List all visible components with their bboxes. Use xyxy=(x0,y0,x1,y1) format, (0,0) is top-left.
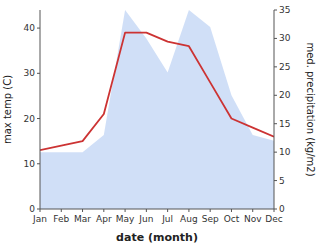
x-tick-label: Nov xyxy=(244,214,262,224)
x-tick-label: Oct xyxy=(224,214,240,224)
y-tick xyxy=(37,28,40,29)
y2-tick-label: 0 xyxy=(279,204,285,214)
data xyxy=(40,10,274,209)
y-tick-label: 10 xyxy=(24,159,36,169)
y-tick xyxy=(37,163,40,164)
chart-container: JanFebMarAprMayJunJulAugSepOctNovDec0102… xyxy=(0,0,318,247)
y-tick xyxy=(37,118,40,119)
x-tick-label: Feb xyxy=(53,214,69,224)
y2-tick-label: 20 xyxy=(279,90,291,100)
y2-tick xyxy=(274,180,277,181)
y-axis-line xyxy=(40,10,41,209)
y-tick-label: 30 xyxy=(24,68,36,78)
x-tick-label: Dec xyxy=(265,214,282,224)
x-axis-line xyxy=(40,209,274,210)
x-tick-label: May xyxy=(116,214,135,224)
x-tick-label: Jul xyxy=(161,214,173,224)
x-axis-label: date (month) xyxy=(116,231,198,244)
y2-tick-label: 30 xyxy=(279,33,291,43)
x-tick xyxy=(210,209,211,212)
y2-axis-label: med. precipitation (kg/m2) xyxy=(305,42,316,176)
x-tick xyxy=(167,209,168,212)
y2-tick xyxy=(274,123,277,124)
x-tick xyxy=(61,209,62,212)
y-tick xyxy=(37,209,40,210)
x-tick-label: Sep xyxy=(202,214,219,224)
x-tick xyxy=(252,209,253,212)
y2-tick xyxy=(274,209,277,210)
x-tick-label: Aug xyxy=(180,214,198,224)
y-tick-label: 0 xyxy=(29,204,35,214)
y2-tick xyxy=(274,152,277,153)
y2-tick-label: 10 xyxy=(279,147,291,157)
x-tick xyxy=(231,209,232,212)
y2-tick xyxy=(274,10,277,11)
y2-axis-line xyxy=(274,10,275,209)
x-tick-label: Mar xyxy=(74,214,91,224)
y2-tick xyxy=(274,95,277,96)
y2-tick-label: 35 xyxy=(279,5,290,15)
y2-tick xyxy=(274,66,277,67)
y-tick-label: 20 xyxy=(24,114,36,124)
y2-tick xyxy=(274,38,277,39)
x-tick-label: Jun xyxy=(138,214,153,224)
y2-tick-label: 5 xyxy=(279,176,285,186)
x-tick-label: Jan xyxy=(32,214,47,224)
x-tick xyxy=(188,209,189,212)
x-tick xyxy=(82,209,83,212)
x-tick xyxy=(146,209,147,212)
x-tick xyxy=(103,209,104,212)
temperature-line xyxy=(40,33,274,151)
chart: JanFebMarAprMayJunJulAugSepOctNovDec0102… xyxy=(0,0,318,247)
x-tick xyxy=(125,209,126,212)
y2-tick-label: 25 xyxy=(279,62,290,72)
y-tick xyxy=(37,73,40,74)
axes: JanFebMarAprMayJunJulAugSepOctNovDec0102… xyxy=(24,5,291,224)
y2-tick-label: 15 xyxy=(279,119,290,129)
y-tick-label: 40 xyxy=(24,23,36,33)
x-tick-label: Apr xyxy=(96,214,112,224)
y-axis-label: max temp (C) xyxy=(2,75,13,144)
precipitation-area xyxy=(40,10,274,209)
